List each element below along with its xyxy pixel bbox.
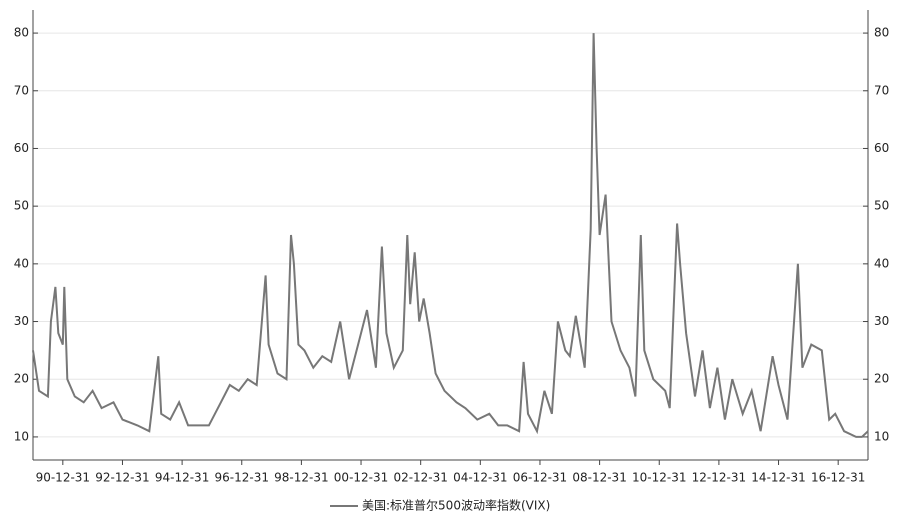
x-tick-label: 06-12-31 (513, 471, 567, 485)
x-tick-label: 04-12-31 (453, 471, 507, 485)
y2-tick-label: 10 (874, 429, 889, 443)
y-tick-label: 40 (14, 256, 29, 270)
x-tick-label: 96-12-31 (215, 471, 269, 485)
x-tick-label: 90-12-31 (36, 471, 90, 485)
x-tick-label: 00-12-31 (334, 471, 388, 485)
y2-tick-label: 60 (874, 141, 889, 155)
y2-tick-label: 70 (874, 83, 889, 97)
y2-tick-label: 50 (874, 199, 889, 213)
y-tick-label: 30 (14, 314, 29, 328)
x-tick-label: 02-12-31 (393, 471, 447, 485)
y2-tick-label: 20 (874, 372, 889, 386)
y-tick-label: 80 (14, 26, 29, 40)
y-tick-label: 20 (14, 372, 29, 386)
y-tick-label: 10 (14, 429, 29, 443)
y2-tick-label: 40 (874, 256, 889, 270)
y-tick-label: 70 (14, 83, 29, 97)
y-tick-label: 60 (14, 141, 29, 155)
y-tick-label: 50 (14, 199, 29, 213)
y2-tick-label: 80 (874, 26, 889, 40)
x-tick-label: 98-12-31 (274, 471, 328, 485)
x-tick-label: 08-12-31 (572, 471, 626, 485)
line (32, 33, 869, 438)
x-tick-label: 10-12-31 (632, 471, 686, 485)
x-tick-label: 92-12-31 (95, 471, 149, 485)
x-tick-label: 16-12-31 (811, 471, 865, 485)
legend-label: 美国:标准普尔500波动率指数(VIX) (362, 498, 550, 513)
y2-tick-label: 30 (874, 314, 889, 328)
x-tick-label: 94-12-31 (155, 471, 209, 485)
x-tick-label: 12-12-31 (692, 471, 746, 485)
x-tick-label: 14-12-31 (751, 471, 805, 485)
